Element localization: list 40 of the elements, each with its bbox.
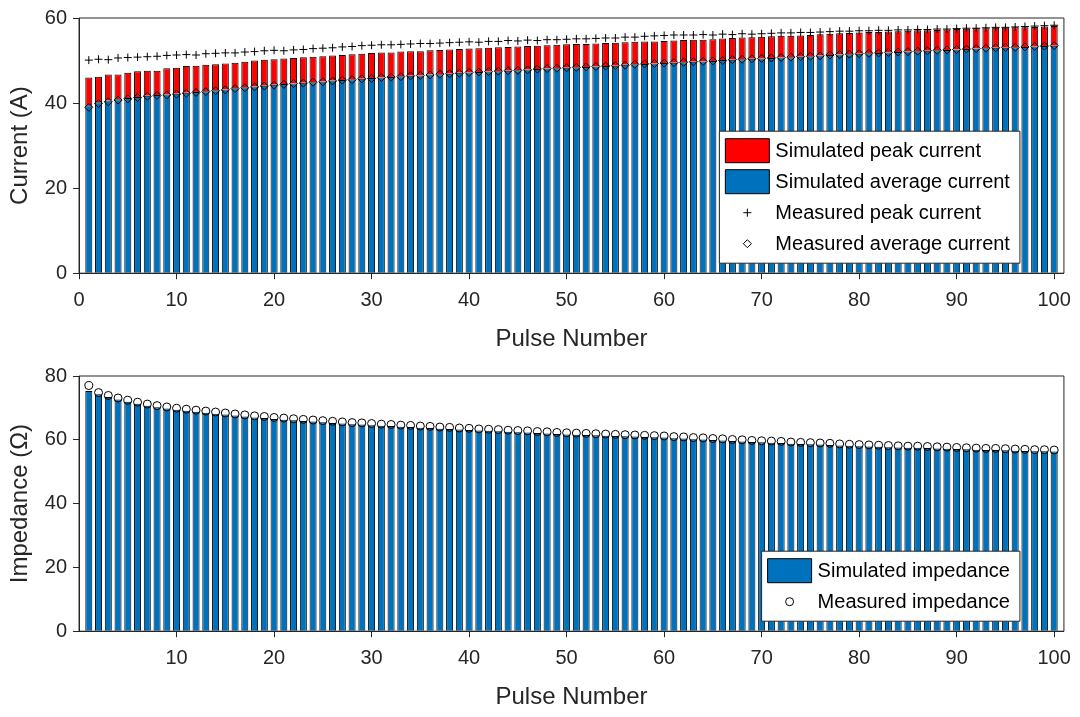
x-tick-label: 100: [1037, 287, 1071, 310]
x-tick-label: 50: [555, 287, 578, 310]
x-tick-label: 0: [73, 287, 85, 310]
y-tick-label: 20: [44, 554, 68, 577]
x-tick-label: 10: [165, 287, 188, 310]
y-tick-label: 40: [44, 491, 68, 514]
x-tick-label: 40: [457, 287, 481, 310]
x-tick-label: 50: [555, 645, 578, 668]
x-tick-label: 70: [750, 287, 773, 310]
y-axis-title: Impedance (Ω): [5, 423, 33, 584]
y-tick-label: 80: [44, 363, 68, 386]
x-axis-title: Pulse Number: [495, 324, 648, 352]
x-tick-label: 90: [945, 645, 968, 668]
y-tick-label: 0: [55, 260, 68, 283]
y-tick-label: 40: [44, 90, 68, 113]
y-tick-label: 0: [55, 618, 68, 641]
x-tick-label: 90: [945, 287, 968, 310]
x-tick-label: 100: [1037, 645, 1071, 668]
x-tick-label: 40: [457, 645, 481, 668]
x-tick-label: 60: [653, 645, 676, 668]
x-tick-label: 70: [750, 645, 773, 668]
x-tick-label: 30: [360, 645, 383, 668]
legend-label: Measured impedance: [817, 590, 1010, 613]
legend-label: Measured peak current: [775, 201, 982, 224]
y-tick-label: 60: [44, 427, 68, 450]
legend-label: Simulated impedance: [817, 559, 1010, 582]
x-axis-title: Pulse Number: [495, 682, 648, 710]
x-tick-label: 20: [262, 287, 286, 310]
legend-label: Simulated peak current: [775, 139, 982, 162]
x-tick-label: 20: [262, 645, 286, 668]
x-tick-label: 30: [360, 287, 383, 310]
x-tick-label: 60: [653, 287, 676, 310]
y-tick-label: 60: [44, 5, 68, 28]
y-tick-label: 20: [44, 175, 68, 198]
y-axis-title: Current (A): [5, 86, 33, 205]
x-tick-label: 80: [848, 287, 871, 310]
x-tick-label: 10: [165, 645, 188, 668]
legend-label: Measured average current: [775, 232, 1011, 255]
legend-label: Simulated average current: [775, 170, 1011, 193]
x-tick-label: 80: [848, 645, 871, 668]
